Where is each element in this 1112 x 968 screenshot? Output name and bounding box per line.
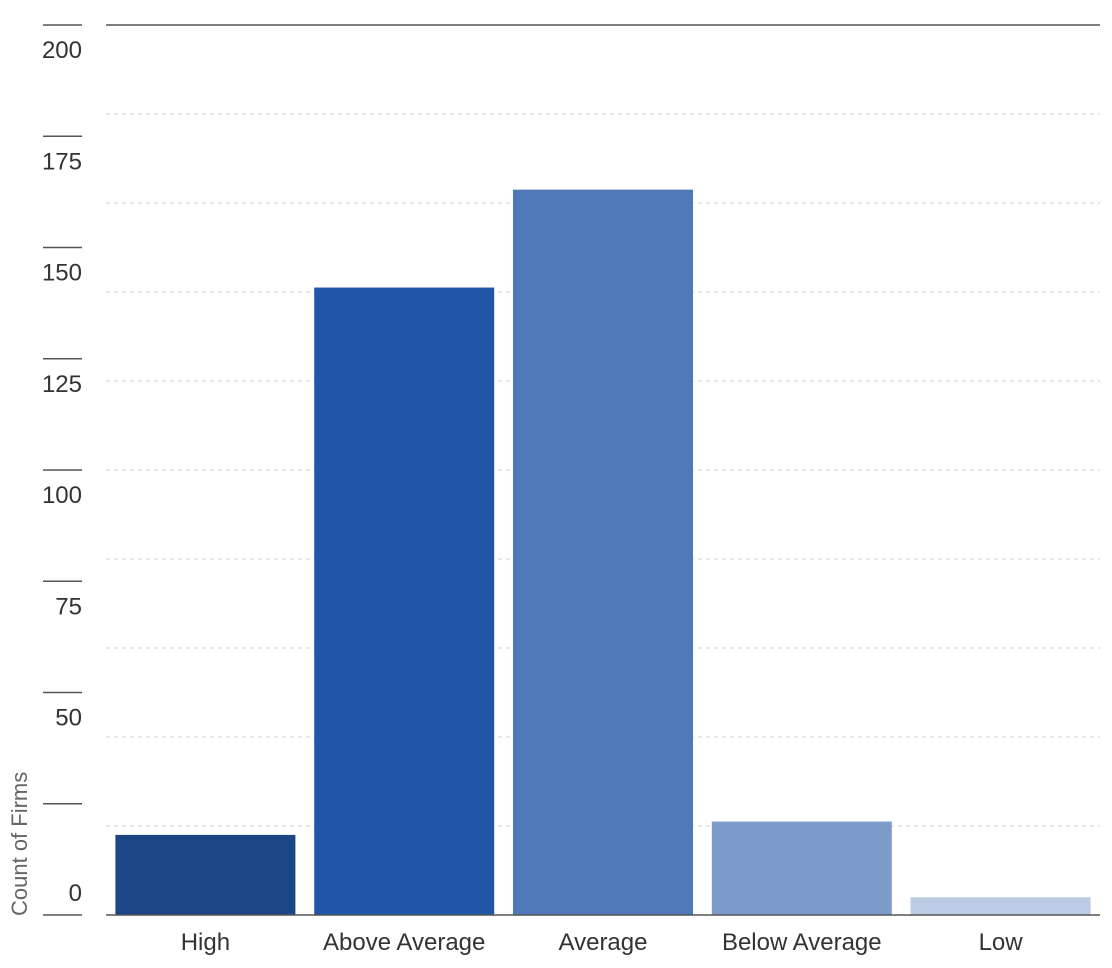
- bar-below-average: [711, 821, 892, 915]
- y-tick-label: 75: [55, 593, 82, 620]
- y-tick-label: 175: [42, 148, 82, 175]
- x-tick-label: High: [181, 929, 230, 956]
- x-tick-label: Average: [559, 929, 648, 956]
- bars: [115, 189, 1091, 915]
- bar-low: [910, 897, 1091, 915]
- x-tick-label: Low: [979, 929, 1024, 956]
- y-axis-ticks: 200 175 150 125 100 75 50 0: [42, 24, 82, 916]
- y-tick-label: 125: [42, 371, 82, 398]
- bar-above-average: [314, 287, 495, 915]
- bar-average: [513, 189, 693, 915]
- y-tick-label: 100: [42, 482, 82, 509]
- y-tick-label: 50: [55, 705, 82, 732]
- y-tick-label: 0: [69, 880, 82, 907]
- y-tick-label: 200: [42, 37, 82, 64]
- y-axis-title: Count of Firms: [7, 772, 32, 916]
- x-tick-label: Below Average: [722, 929, 882, 956]
- x-tick-label: Above Average: [323, 929, 485, 956]
- x-axis-labels: High Above Average Average Below Average Low: [181, 929, 1024, 956]
- bar-high: [115, 834, 296, 915]
- y-tick-label: 150: [42, 260, 82, 287]
